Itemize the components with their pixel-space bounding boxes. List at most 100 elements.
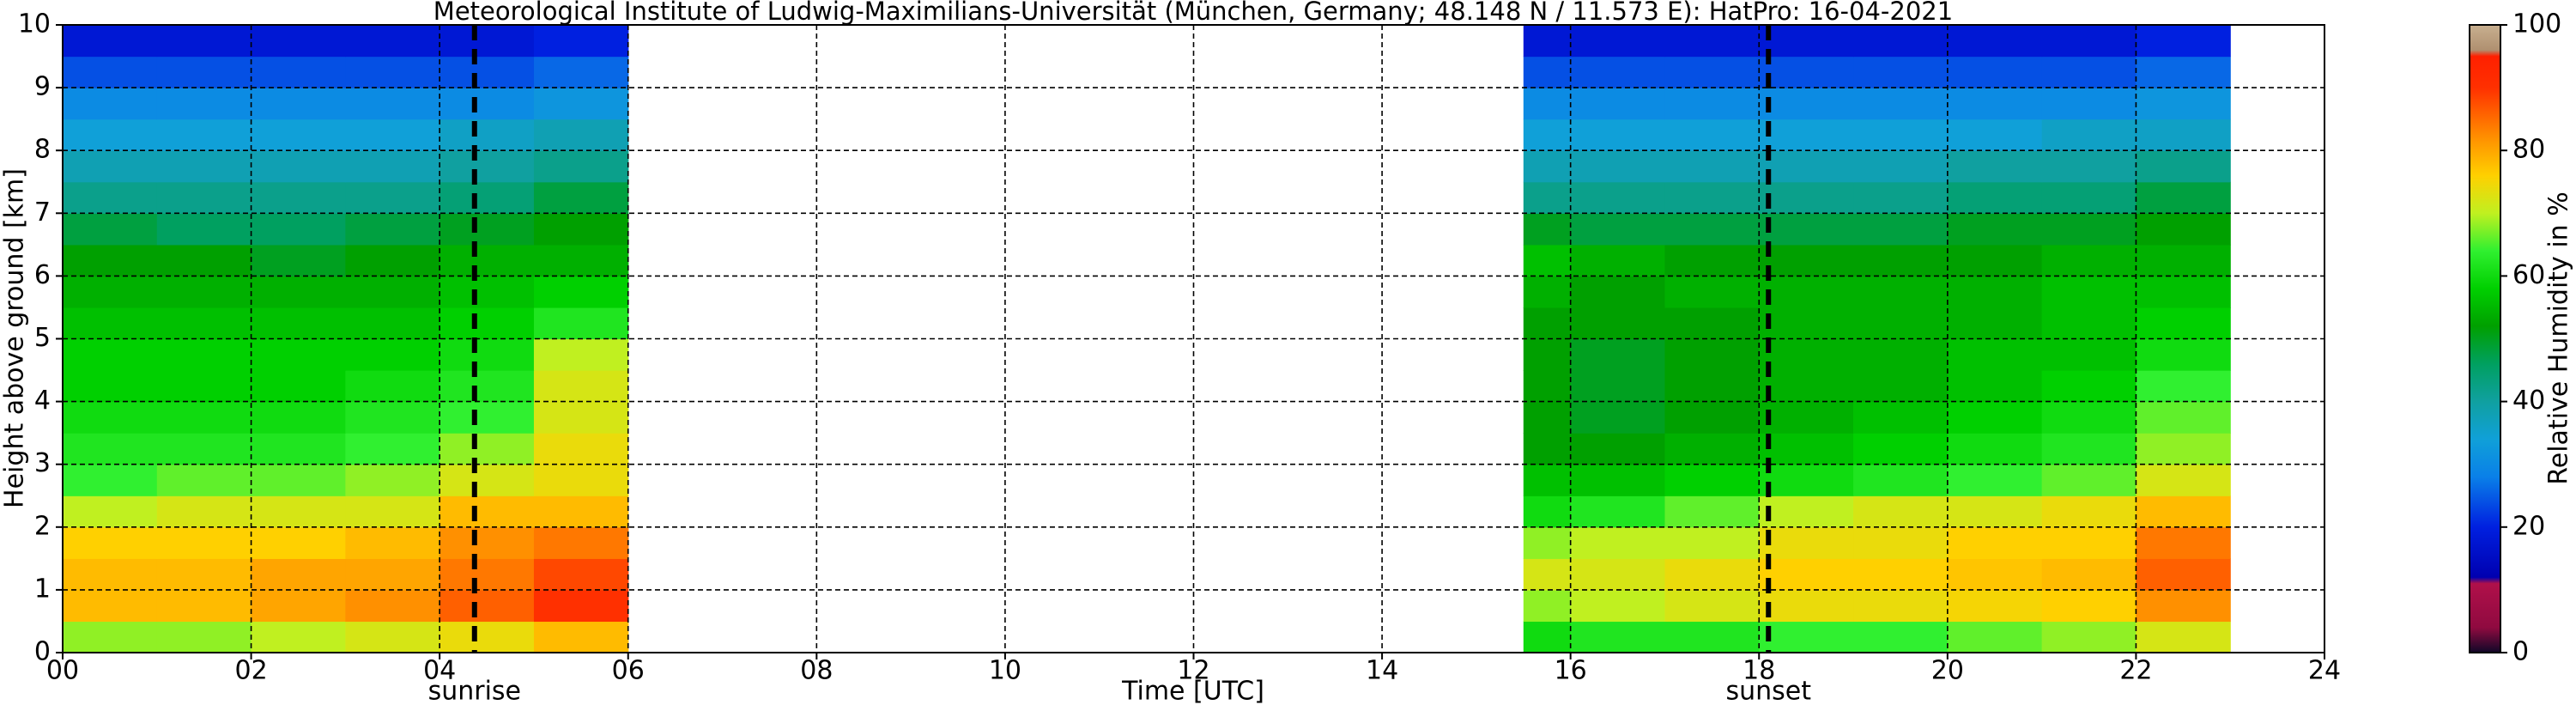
heatmap-cell bbox=[1570, 401, 1666, 434]
heatmap-cell bbox=[2041, 621, 2137, 653]
heatmap-cell bbox=[1947, 338, 2043, 371]
heatmap-cell bbox=[2041, 401, 2137, 434]
heatmap-cell bbox=[2136, 621, 2231, 653]
heatmap-cell bbox=[1523, 244, 1572, 276]
heatmap-cell bbox=[63, 338, 158, 371]
heatmap-cell bbox=[345, 338, 440, 371]
heatmap-cell bbox=[63, 401, 158, 434]
heatmap-cell bbox=[63, 244, 158, 276]
heatmap-cell bbox=[156, 307, 252, 340]
heatmap-cell bbox=[439, 526, 535, 559]
heatmap-cell bbox=[251, 589, 346, 623]
y-tick-label: 0 bbox=[34, 637, 51, 667]
heatmap-cell bbox=[533, 558, 629, 591]
heatmap-cell bbox=[63, 307, 158, 340]
heatmap-cell bbox=[1664, 118, 1760, 151]
heatmap-cell bbox=[2136, 88, 2231, 120]
heatmap-cell bbox=[1523, 118, 1572, 151]
heatmap-cell bbox=[2041, 181, 2137, 214]
heatmap-cell bbox=[156, 589, 252, 623]
heatmap-cell bbox=[439, 307, 535, 340]
heatmap-cell bbox=[156, 276, 252, 308]
heatmap-cell bbox=[251, 370, 346, 403]
heatmap-cell bbox=[2136, 338, 2231, 371]
heatmap-cell bbox=[1570, 589, 1666, 623]
heatmap-cell bbox=[1523, 276, 1572, 308]
heatmap-cell bbox=[2041, 338, 2137, 371]
heatmap-cell bbox=[63, 464, 158, 496]
heatmap-cell bbox=[345, 589, 440, 623]
heatmap-cell bbox=[1947, 464, 2043, 496]
heatmap-cell bbox=[251, 401, 346, 434]
y-tick-label: 1 bbox=[34, 574, 51, 604]
heatmap-cell bbox=[1570, 307, 1666, 340]
heatmap-cell bbox=[345, 150, 440, 183]
heatmap-cell bbox=[156, 56, 252, 88]
heatmap-cell bbox=[1523, 56, 1572, 88]
heatmap-cell bbox=[2041, 276, 2137, 308]
heatmap-cell bbox=[1759, 213, 1854, 246]
heatmap-cell bbox=[439, 276, 535, 308]
heatmap-cell bbox=[1523, 370, 1572, 403]
heatmap-cell bbox=[2136, 589, 2231, 623]
heatmap-cell bbox=[251, 56, 346, 88]
heatmap-cell bbox=[345, 25, 440, 58]
heatmap-cell bbox=[1664, 558, 1760, 591]
heatmap-cell bbox=[439, 213, 535, 246]
heatmap-cell bbox=[1523, 589, 1572, 623]
heatmap-cell bbox=[2041, 25, 2137, 58]
heatmap-cell bbox=[1853, 464, 1949, 496]
heatmap-cell bbox=[156, 526, 252, 559]
heatmap-cell bbox=[2136, 56, 2231, 88]
heatmap-cell bbox=[1947, 276, 2043, 308]
heatmap-cell bbox=[1853, 621, 1949, 653]
heatmap-cell bbox=[1570, 276, 1666, 308]
colorbar-tick-label: 20 bbox=[2512, 511, 2545, 541]
heatmap-cell bbox=[2041, 118, 2137, 151]
heatmap-cell bbox=[1853, 56, 1949, 88]
heatmap-cell bbox=[156, 433, 252, 465]
heatmap-cell bbox=[1759, 307, 1854, 340]
heatmap-cell bbox=[63, 181, 158, 214]
x-tick-label: 20 bbox=[1931, 656, 1964, 686]
y-tick-label: 3 bbox=[34, 448, 51, 478]
heatmap-cell bbox=[1947, 181, 2043, 214]
heatmap-cell bbox=[63, 213, 158, 246]
heatmap-cell bbox=[1523, 495, 1572, 528]
heatmap-cell bbox=[1664, 88, 1760, 120]
heatmap-cell bbox=[1523, 558, 1572, 591]
heatmap-cell bbox=[156, 150, 252, 183]
heatmap-cell bbox=[1947, 526, 2043, 559]
heatmap-cell bbox=[251, 433, 346, 465]
y-tick-label: 4 bbox=[34, 386, 51, 416]
heatmap-cell bbox=[1759, 370, 1854, 403]
heatmap-cell bbox=[156, 25, 252, 58]
heatmap-cell bbox=[1664, 244, 1760, 276]
heatmap-cell bbox=[345, 213, 440, 246]
heatmap-cell bbox=[63, 276, 158, 308]
colorbar-label: Relative Humidity in % bbox=[2544, 191, 2574, 484]
heatmap-cell bbox=[1947, 495, 2043, 528]
heatmap-cell bbox=[1947, 25, 2043, 58]
x-tick-label: 12 bbox=[1177, 656, 1209, 686]
heatmap-cell bbox=[533, 307, 629, 340]
heatmap-cell bbox=[1853, 181, 1949, 214]
heatmap-cell bbox=[156, 181, 252, 214]
heatmap-cell bbox=[1853, 401, 1949, 434]
x-tick-label: 16 bbox=[1555, 656, 1587, 686]
heatmap-cell bbox=[1664, 276, 1760, 308]
heatmap-cell bbox=[533, 526, 629, 559]
heatmap-cell bbox=[1853, 495, 1949, 528]
colorbar-tick-label: 80 bbox=[2512, 135, 2545, 165]
heatmap-cell bbox=[2041, 56, 2137, 88]
heatmap-cell bbox=[1853, 307, 1949, 340]
heatmap-cell bbox=[2041, 307, 2137, 340]
heatmap-cell bbox=[63, 370, 158, 403]
heatmap-cell bbox=[345, 370, 440, 403]
heatmap-cell bbox=[533, 401, 629, 434]
heatmap-cell bbox=[1947, 621, 2043, 653]
heatmap-cell bbox=[1664, 433, 1760, 465]
heatmap-cell bbox=[1523, 181, 1572, 214]
heatmap-cell bbox=[1570, 25, 1666, 58]
